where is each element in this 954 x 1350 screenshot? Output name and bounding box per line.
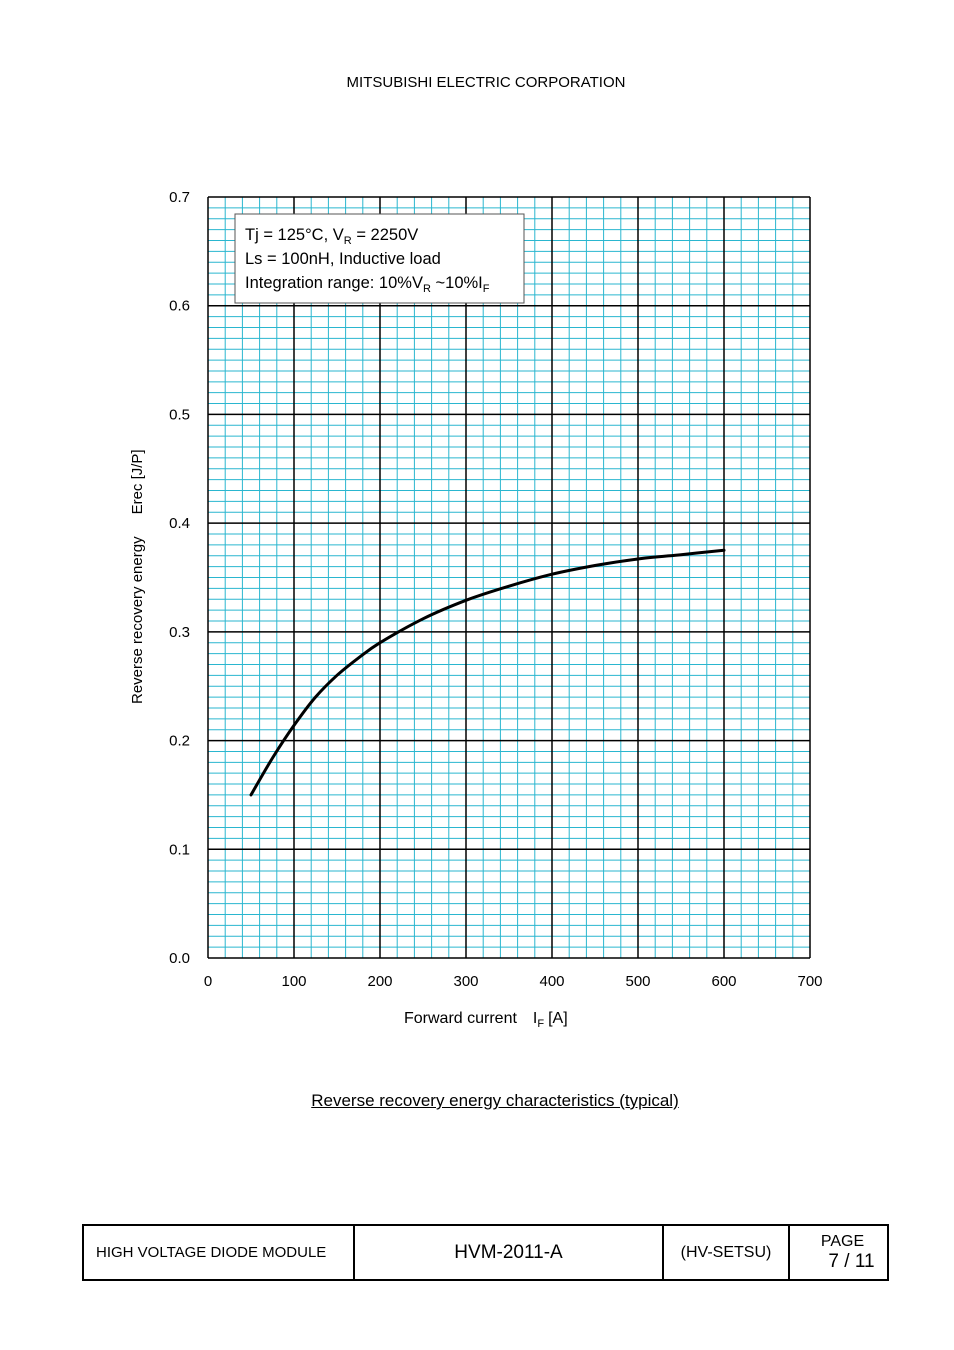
minor-grid xyxy=(208,197,810,958)
x-tick-label: 600 xyxy=(711,973,736,990)
reverse-recovery-chart: 0 100 200 300 400 500 600 700 0.00.10.20.30.40.… xyxy=(129,189,823,1030)
y-axis-label: Reverse recovery energyErec [J/P] xyxy=(129,449,146,704)
y-tick-label: 0.1 xyxy=(169,841,190,858)
x-axis-label: Forward current IF [A] xyxy=(404,1010,568,1030)
footer-doc-type: (HV-SETSU) xyxy=(664,1226,790,1279)
x-tick-label: 300 xyxy=(453,973,478,990)
y-tick-label: 0.6 xyxy=(169,298,190,315)
y-tick-label: 0.7 xyxy=(169,189,190,206)
erec-curve xyxy=(249,548,726,797)
document-footer: HIGH VOLTAGE DIODE MODULE HVM-2011-A (HV… xyxy=(82,1224,889,1281)
y-axis-ticks: 0.0 0.1 0.2 0.3 0.4 0.5 0.6 0.7 xyxy=(169,189,190,967)
x-tick-label: 400 xyxy=(539,973,564,990)
footer-page: PAGE 7 / 11 xyxy=(790,1226,887,1279)
y-tick-label: 0.4 xyxy=(169,515,190,532)
footer-doc-number: HVM-2011-A xyxy=(355,1226,664,1279)
legend-box: Tj = 125°C, VR = 2250V Ls = 100nH, Induc… xyxy=(234,213,525,304)
legend-line-inductance: Ls = 100nH, Inductive load xyxy=(245,250,441,268)
chart-caption: Reverse recovery energy characteristics … xyxy=(311,1091,679,1110)
y-tick-label: 0.0 xyxy=(169,950,190,967)
footer-product: HIGH VOLTAGE DIODE MODULE xyxy=(84,1226,355,1279)
x-tick-label: 200 xyxy=(367,973,392,990)
page-number: 7 / 11 xyxy=(828,1251,875,1272)
page-label: PAGE xyxy=(820,1233,865,1250)
y-tick-label: 0.3 xyxy=(169,624,190,641)
x-tick-label: 500 xyxy=(625,973,650,990)
x-axis-ticks: 0 100 200 300 400 500 600 700 xyxy=(204,973,823,990)
x-tick-label: 700 xyxy=(797,973,822,990)
legend-line-conditions: Tj = 125°C, VR = 2250V xyxy=(245,226,418,247)
legend-line-integration: Integration range: 10%VR ~10%IF xyxy=(245,274,490,295)
y-tick-label: 0.2 xyxy=(169,733,190,750)
major-grid xyxy=(207,196,811,959)
x-tick-label: 100 xyxy=(281,973,306,990)
company-name: MITSUBISHI ELECTRIC CORPORATION xyxy=(346,74,626,91)
y-tick-label: 0.5 xyxy=(169,406,190,423)
x-tick-label: 0 xyxy=(204,973,212,990)
